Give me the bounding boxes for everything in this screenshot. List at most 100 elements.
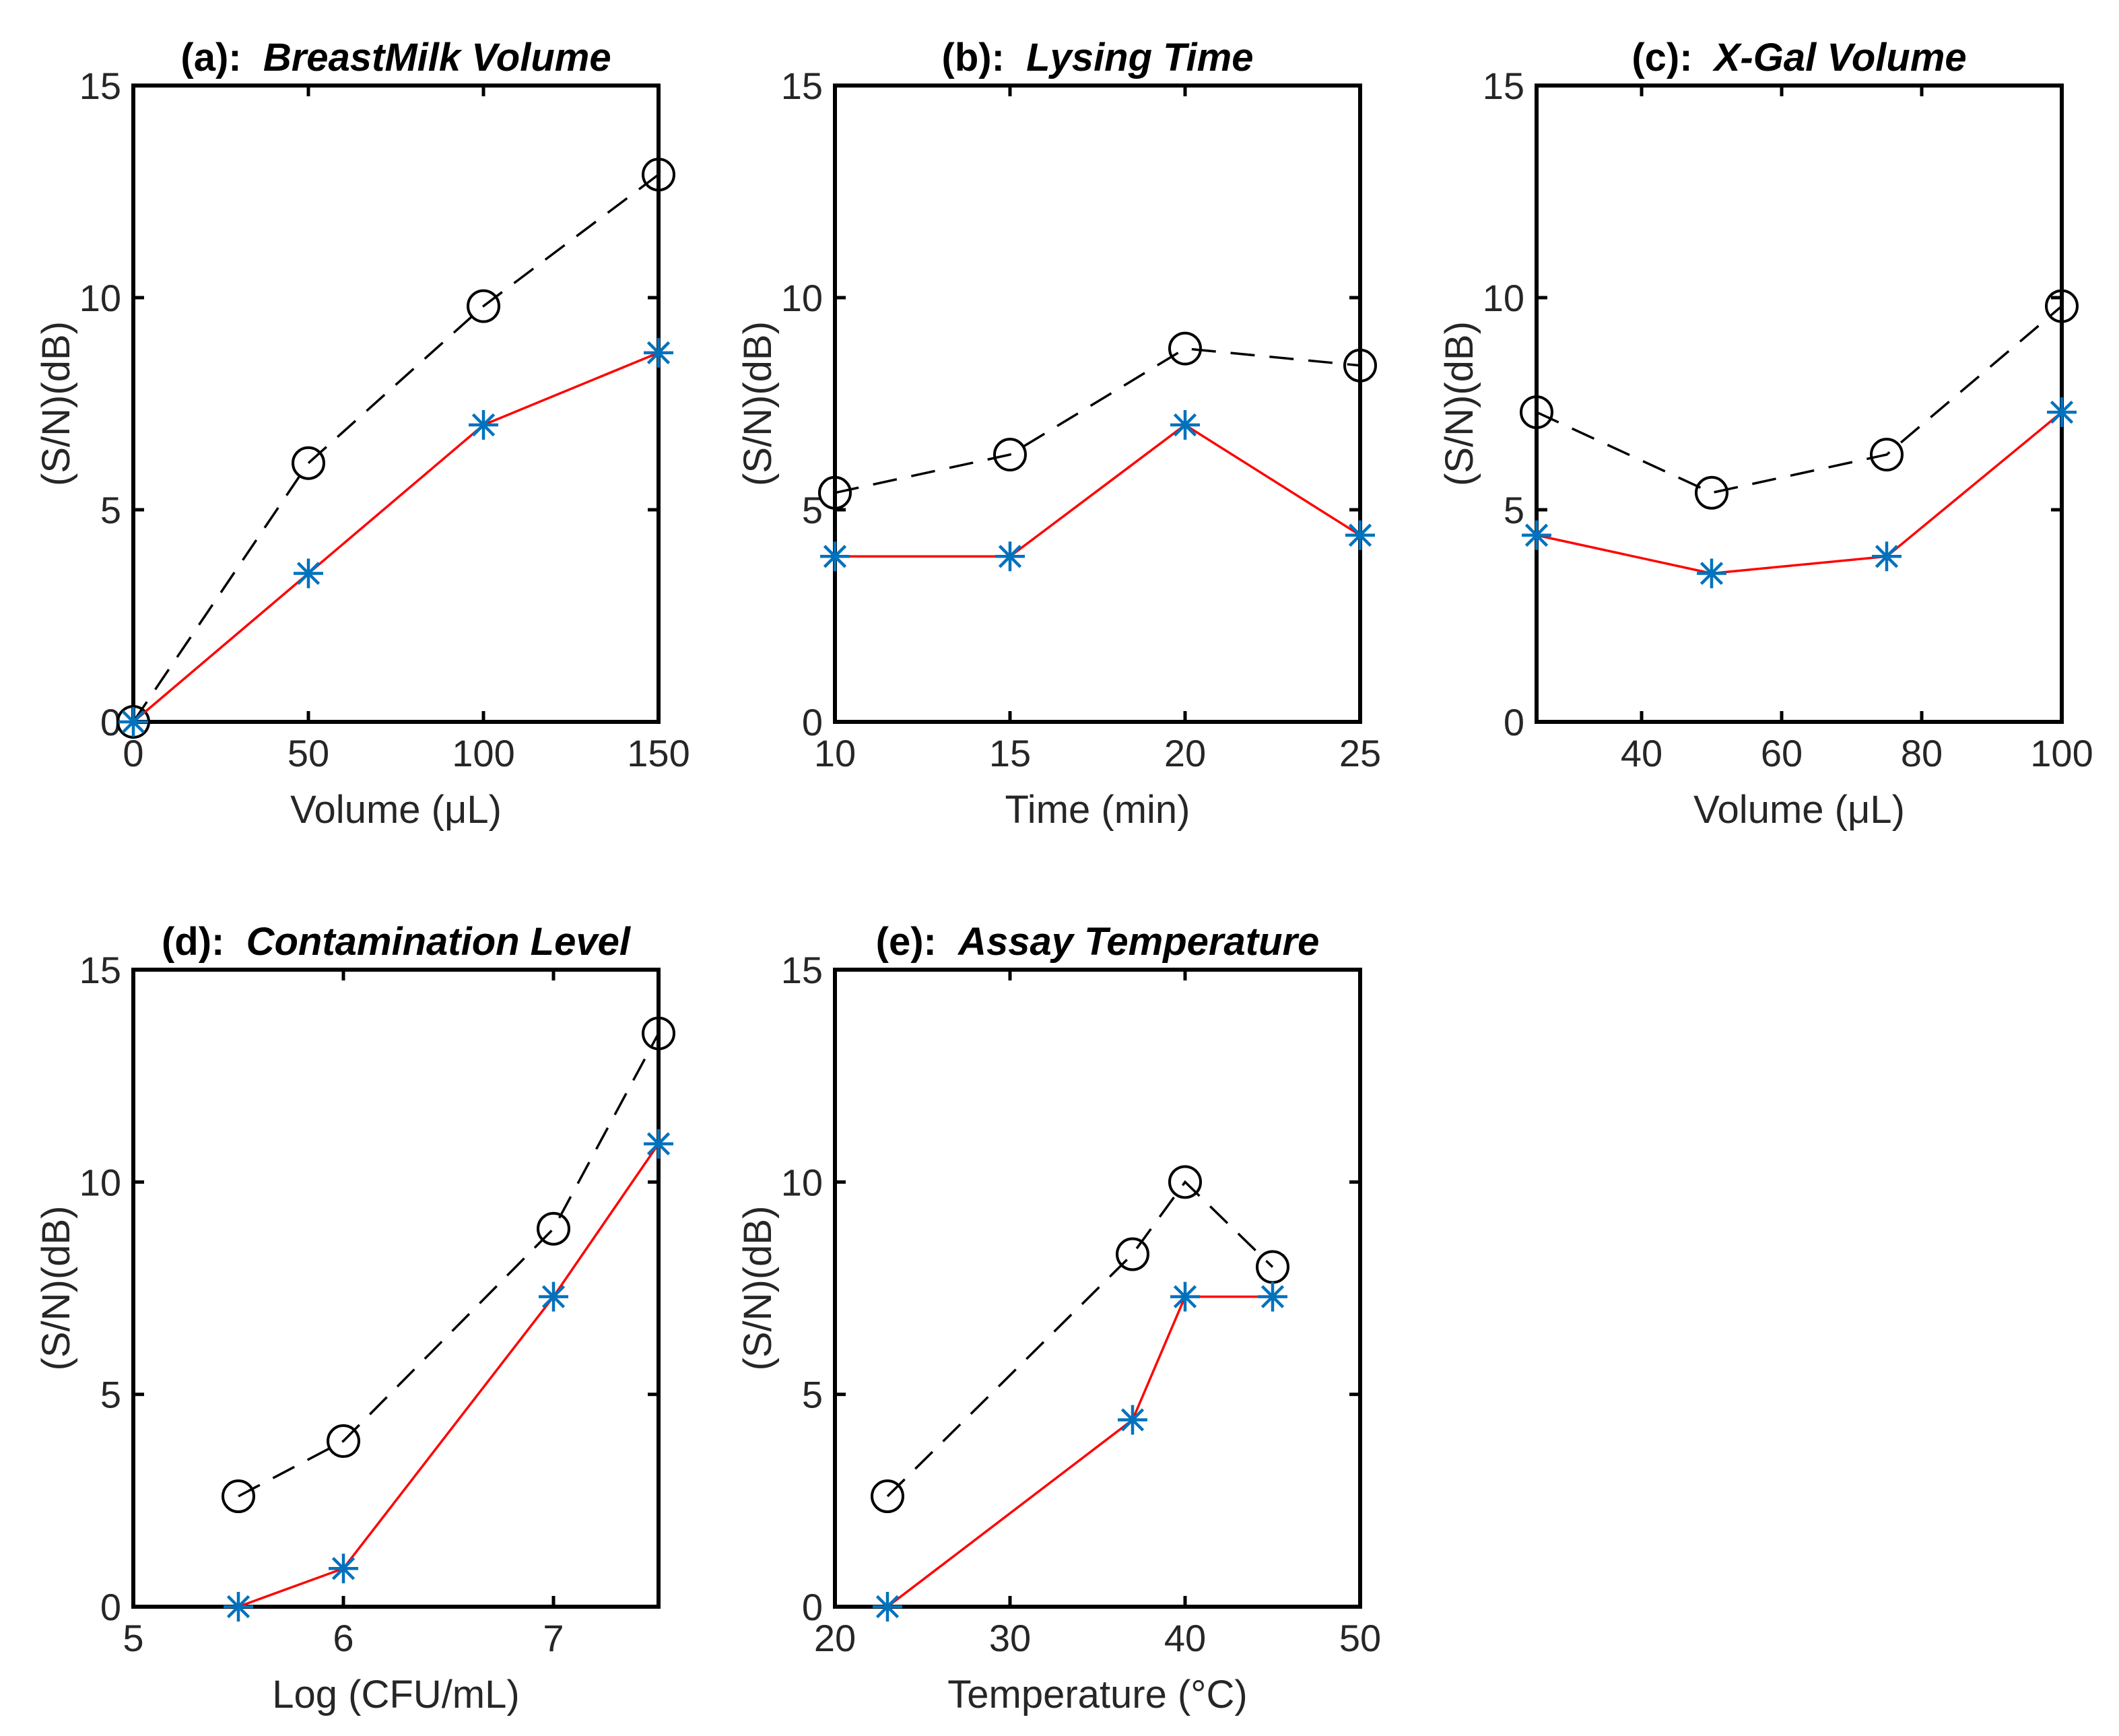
data-point-star <box>294 558 323 589</box>
data-point-star <box>2047 397 2077 428</box>
y-tick-label: 10 <box>781 277 823 319</box>
panel-title-prefix: (d): <box>162 920 246 964</box>
panel-title: (e): Assay Temperature <box>876 920 1320 964</box>
y-tick-label: 15 <box>1483 65 1524 107</box>
series-line-dashed <box>834 347 1361 494</box>
y-axis-label: (S/N)(dB) <box>736 1206 780 1371</box>
data-point-circle <box>1116 1237 1149 1271</box>
data-point-circle <box>818 475 852 510</box>
data-point-star <box>873 1592 902 1622</box>
x-axis-label: Log (CFU/mL) <box>272 1673 519 1716</box>
y-tick-label: 5 <box>802 1374 823 1416</box>
x-tick-label: 40 <box>1621 732 1662 774</box>
data-point-star <box>469 410 498 440</box>
data-point-circle <box>537 1211 570 1246</box>
y-axis-label: (S/N)(dB) <box>34 1206 78 1371</box>
y-tick-label: 10 <box>1483 277 1524 319</box>
panel-title-prefix: (a): <box>180 36 263 79</box>
series-line-solid <box>835 423 1361 558</box>
panel-title: (d): Contamination Level <box>162 920 632 964</box>
x-tick-label: 0 <box>123 732 143 774</box>
panel-title-main: BreastMilk Volume <box>263 36 611 79</box>
data-point-star <box>644 1129 673 1159</box>
y-axis-label: (S/N)(dB) <box>34 321 78 486</box>
y-tick-label: 15 <box>781 949 823 991</box>
y-tick-label: 0 <box>1504 701 1524 743</box>
panel-title: (c): X-Gal Volume <box>1632 36 1966 79</box>
x-tick-label: 7 <box>543 1617 564 1659</box>
data-point-star <box>995 541 1025 572</box>
series-line-solid <box>886 1295 1273 1608</box>
data-point-star <box>119 707 148 737</box>
panel-title-prefix: (c): <box>1632 36 1714 79</box>
x-tick-label: 100 <box>2030 732 2093 774</box>
y-tick-label: 5 <box>100 489 121 531</box>
data-point-circle <box>222 1479 255 1514</box>
x-axis-label: Temperature (°C) <box>947 1673 1247 1716</box>
y-tick-label: 10 <box>79 1161 121 1203</box>
data-point-star <box>644 337 673 368</box>
data-point-circle <box>1168 1165 1202 1199</box>
x-tick-label: 30 <box>989 1617 1031 1659</box>
y-tick-label: 15 <box>79 65 121 107</box>
panel-title: (b): Lysing Time <box>942 36 1254 79</box>
data-point-star <box>329 1554 358 1584</box>
series-line-dashed <box>238 1032 660 1498</box>
data-point-circle <box>467 289 500 323</box>
data-point-circle <box>1343 348 1377 382</box>
x-tick-label: 60 <box>1761 732 1803 774</box>
data-point-circle <box>1695 475 1728 510</box>
series-line-dashed <box>132 173 660 723</box>
panel-e: 20 30 40 50 0 5 10 15 Temperature (°C) (S/N)(dB) (… <box>736 920 1381 1716</box>
y-tick-label: 15 <box>79 949 121 991</box>
plot-frame <box>1535 84 2064 724</box>
y-axis-label: (S/N)(dB) <box>1438 321 1481 486</box>
data-point-circle <box>993 438 1027 472</box>
data-point-star <box>1522 520 1551 550</box>
data-point-circle <box>292 446 325 480</box>
x-tick-label: 20 <box>1164 732 1206 774</box>
x-tick-label: 100 <box>452 732 514 774</box>
series-line-dashed <box>1536 305 2063 494</box>
y-tick-label: 10 <box>781 1161 823 1203</box>
panel-title: (a): BreastMilk Volume <box>180 36 611 79</box>
data-point-star <box>1872 541 1902 572</box>
data-point-circle <box>1520 395 1553 430</box>
x-tick-label: 150 <box>627 732 689 774</box>
y-axis-label: (S/N)(dB) <box>736 321 780 486</box>
panel-title-main: Lysing Time <box>1026 36 1253 79</box>
x-tick-label: 15 <box>989 732 1031 774</box>
data-point-star <box>224 1592 253 1622</box>
data-point-star <box>1118 1405 1147 1435</box>
data-point-circle <box>116 705 150 739</box>
data-point-star <box>539 1281 568 1312</box>
series-line-solid <box>132 352 659 723</box>
data-point-circle <box>642 1016 675 1050</box>
y-tick-label: 5 <box>100 1374 121 1416</box>
x-tick-label: 10 <box>814 732 856 774</box>
x-tick-label: 40 <box>1164 1617 1206 1659</box>
panel-c: 40 60 80 100 0 5 10 15 Volume (μL) (S/N)(dB) (c): … <box>1438 36 2093 832</box>
data-point-circle <box>871 1479 904 1514</box>
x-axis-label: Volume (μL) <box>1693 788 1905 832</box>
data-point-circle <box>327 1424 360 1459</box>
x-tick-label: 50 <box>1339 1617 1381 1659</box>
data-point-star <box>1258 1281 1287 1312</box>
plot-frame <box>131 84 661 724</box>
y-tick-label: 15 <box>781 65 823 107</box>
data-point-circle <box>642 158 675 192</box>
panel-title-main: Contamination Level <box>246 920 632 964</box>
data-point-star <box>820 541 850 572</box>
series-line-dashed <box>886 1180 1274 1498</box>
data-point-star <box>1170 1281 1200 1312</box>
y-tick-label: 0 <box>802 701 823 743</box>
y-tick-label: 0 <box>100 1586 121 1628</box>
data-point-star <box>1697 558 1726 589</box>
x-tick-label: 5 <box>123 1617 143 1659</box>
x-tick-label: 50 <box>288 732 329 774</box>
data-point-circle <box>1168 331 1202 366</box>
